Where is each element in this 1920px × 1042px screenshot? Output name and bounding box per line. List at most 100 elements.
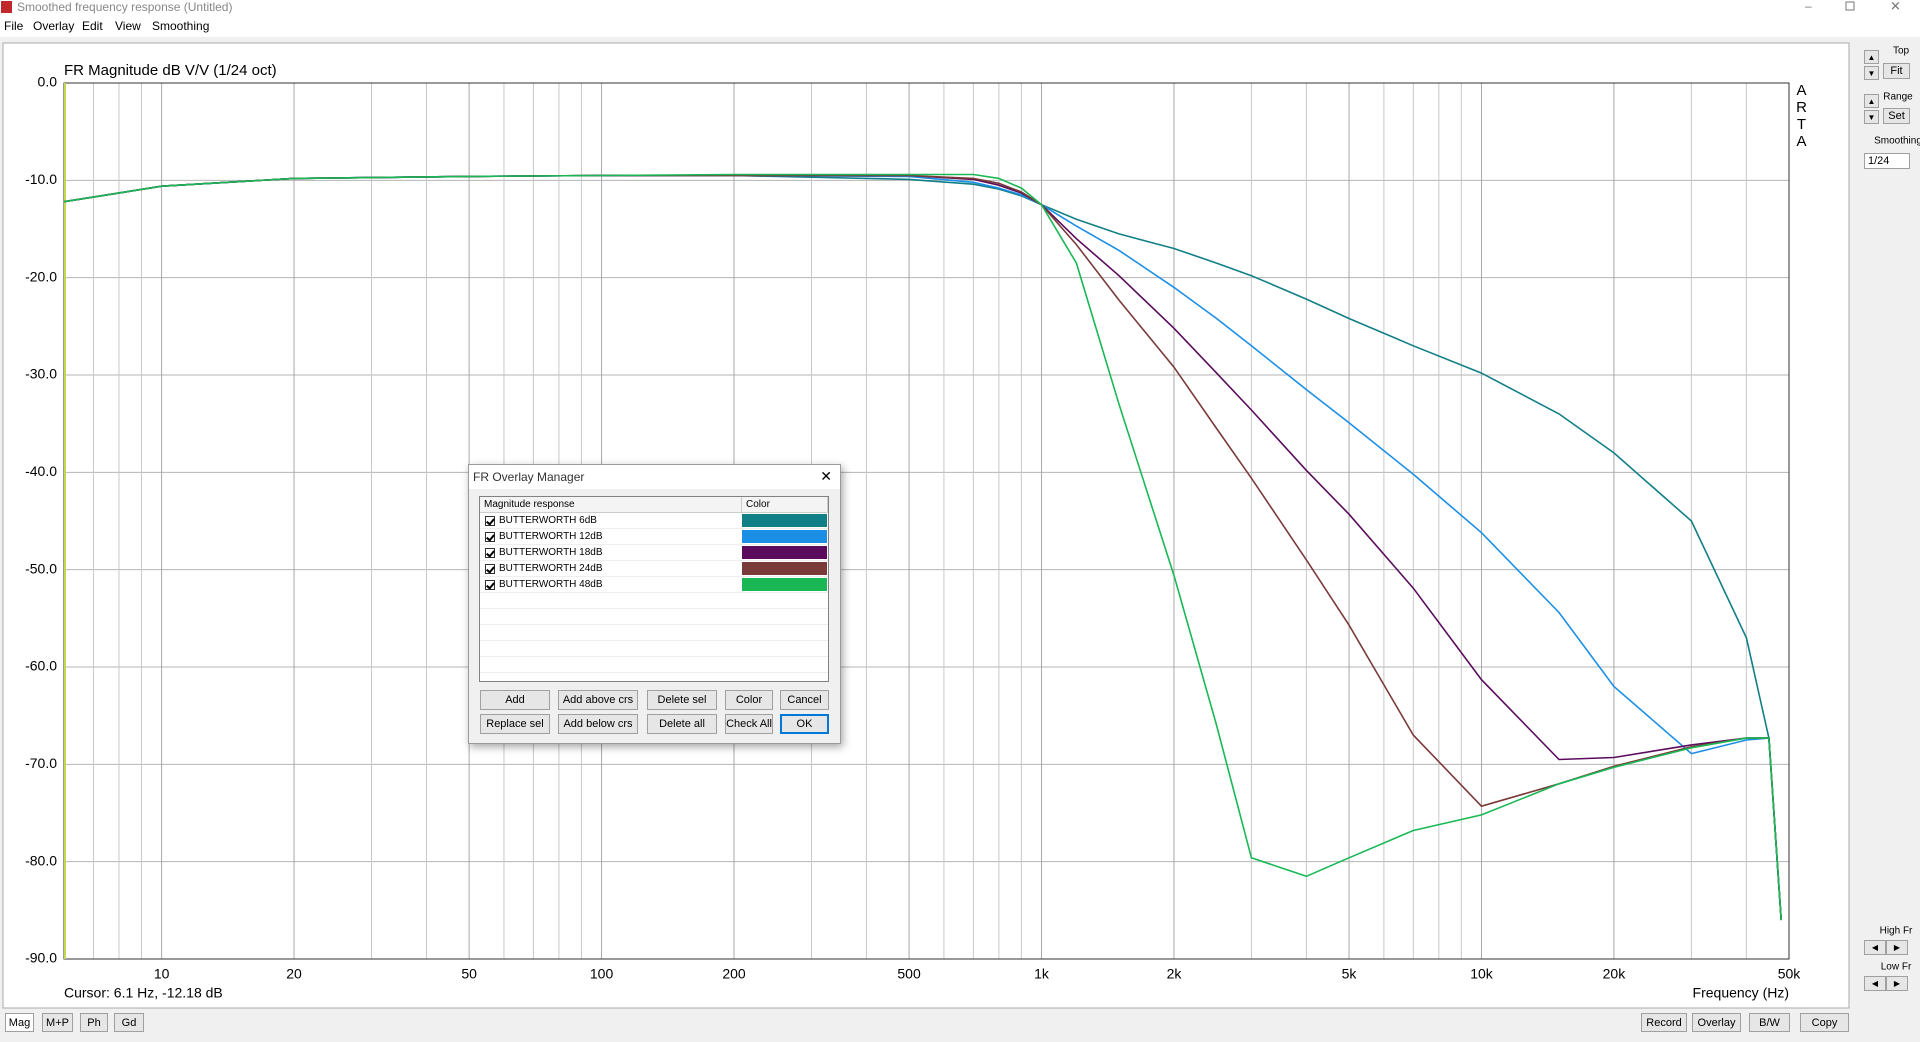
dialog-button[interactable]: Add below crs (558, 714, 638, 734)
y-tick-label: -70.0 (25, 755, 57, 771)
top-down[interactable]: ▼ (1864, 66, 1879, 80)
dialog-button[interactable]: Delete all (647, 714, 717, 734)
cursor-readout: Cursor: 6.1 Hz, -12.18 dB (64, 985, 223, 1001)
smoothing-select[interactable]: 1/24 (1864, 153, 1910, 169)
set-button[interactable]: Set (1883, 108, 1910, 124)
overlay-row[interactable]: BUTTERWORTH 48dB (480, 577, 828, 593)
checkbox[interactable] (485, 532, 495, 542)
menu-item[interactable]: Overlay (33, 19, 74, 33)
overlay-manager-dialog: FR Overlay Manager ✕ Magnitude response … (468, 464, 841, 744)
empty-row (480, 609, 828, 625)
title-bar (0, 0, 1920, 17)
menu: File Overlay Edit View Smoothing (4, 19, 209, 33)
menu-item[interactable]: View (115, 19, 141, 33)
checkbox[interactable] (485, 580, 495, 590)
y-tick-label: -80.0 (25, 852, 57, 868)
x-tick-label: 10k (1470, 966, 1494, 982)
dialog-button[interactable]: Delete sel (647, 690, 717, 710)
checkbox[interactable] (485, 516, 495, 526)
top-label: Top (1893, 46, 1910, 57)
checkbox[interactable] (485, 564, 495, 574)
y-tick-label: -30.0 (25, 366, 57, 382)
overlay-row[interactable]: BUTTERWORTH 18dB (480, 545, 828, 561)
maximize[interactable] (1845, 1, 1855, 11)
dialog-button[interactable]: Cancel (780, 690, 829, 710)
action-button[interactable]: B/W (1749, 1013, 1790, 1032)
range-up[interactable]: ▲ (1864, 94, 1879, 108)
y-tick-label: -20.0 (25, 268, 57, 284)
dialog-button[interactable]: Add (480, 690, 550, 710)
legend-entry: BUTTERWORTH 48dB (499, 579, 603, 590)
top-up[interactable]: ▲ (1864, 50, 1879, 64)
legend-entry: BUTTERWORTH 18dB (499, 547, 603, 558)
view-button[interactable]: Gd (114, 1013, 144, 1032)
dialog-title: FR Overlay Manager (473, 470, 585, 484)
side-panel: Top Range Smoothing High Fr Low Fr (1874, 46, 1920, 973)
dialog-close[interactable]: ✕ (820, 468, 832, 484)
grid (63, 82, 1790, 960)
close[interactable]: ✕ (1890, 0, 1901, 13)
minimize[interactable]: – (1805, 0, 1812, 13)
column-header: Color (742, 497, 828, 513)
overlay-list: Magnitude response Color BUTTERWORTH 6dB… (479, 496, 829, 689)
overlay-row[interactable]: BUTTERWORTH 6dB (480, 513, 828, 529)
menu-item[interactable]: Smoothing (152, 19, 209, 33)
x-tick-label: 500 (897, 966, 921, 982)
empty-row (480, 657, 828, 673)
action-button[interactable]: Overlay (1692, 1013, 1741, 1032)
view-button[interactable]: M+P (42, 1013, 73, 1032)
x-tick-label: 20k (1603, 966, 1627, 982)
empty-row (480, 641, 828, 657)
y-tick-label: -90.0 (25, 950, 57, 966)
high-fr-right[interactable]: ▶ (1886, 940, 1908, 955)
series-line (63, 173, 1782, 921)
x-tick-label: 50k (1778, 966, 1802, 982)
app-icon (1, 1, 12, 13)
view-button[interactable]: Ph (80, 1013, 108, 1032)
menu-item[interactable]: Edit (82, 19, 103, 33)
x-axis-label: Frequency (Hz) (1693, 985, 1789, 1001)
range-label: Range (1883, 92, 1913, 103)
dialog-button[interactable]: Replace sel (480, 714, 550, 734)
legend-swatch (742, 514, 827, 527)
column-header: Magnitude response (480, 497, 742, 513)
low-fr-right[interactable]: ▶ (1886, 976, 1908, 991)
dialog-button[interactable]: Add above crs (558, 690, 638, 710)
x-tick-label: 200 (722, 966, 746, 982)
action-button[interactable]: Record (1641, 1013, 1687, 1032)
view-button[interactable]: Mag (5, 1013, 34, 1032)
checkbox[interactable] (485, 548, 495, 558)
empty-row (480, 673, 828, 689)
overlay-row[interactable]: BUTTERWORTH 24dB (480, 561, 828, 577)
x-tick-label: 2k (1167, 966, 1183, 982)
overlay-row[interactable]: BUTTERWORTH 12dB (480, 529, 828, 545)
legend-entry: BUTTERWORTH 12dB (499, 531, 603, 542)
range-down[interactable]: ▼ (1864, 110, 1879, 124)
dialog-button[interactable]: Color (725, 690, 773, 710)
dialog-button[interactable]: OK (780, 714, 829, 734)
menu-item[interactable]: File (4, 19, 24, 33)
y-tick-label: -40.0 (25, 463, 57, 479)
low-fr-left[interactable]: ◀ (1864, 976, 1886, 991)
action-button[interactable]: Copy (1800, 1013, 1849, 1032)
x-tick-label: 1k (1034, 966, 1050, 982)
low-fr-label: Low Fr (1881, 962, 1912, 973)
y-tick-label: -10.0 (25, 171, 57, 187)
high-fr-left[interactable]: ◀ (1864, 940, 1886, 955)
fit-button[interactable]: Fit (1883, 63, 1910, 79)
dialog-button[interactable]: Check All (725, 714, 773, 734)
x-tick-label: 5k (1342, 966, 1358, 982)
high-fr-label: High Fr (1880, 926, 1913, 937)
y-tick-label: 0.0 (38, 74, 58, 90)
x-tick-label: 100 (590, 966, 614, 982)
chart-title: FR Magnitude dB V/V (1/24 oct) (64, 62, 277, 79)
legend-entry: BUTTERWORTH 24dB (499, 563, 603, 574)
legend-entry: BUTTERWORTH 6dB (499, 515, 597, 526)
chart-panel (2, 42, 1850, 1009)
legend-swatch (742, 562, 827, 575)
x-tick-label: 50 (461, 966, 477, 982)
dialog-title-bar: FR Overlay Manager ✕ (469, 465, 840, 489)
smoothing-label: Smoothing (1874, 136, 1920, 147)
plot-lines (63, 173, 1782, 921)
